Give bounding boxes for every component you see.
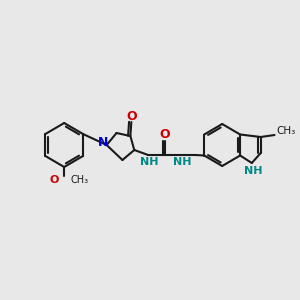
Text: NH: NH <box>244 166 262 176</box>
Text: CH₃: CH₃ <box>70 175 88 185</box>
Text: O: O <box>160 128 170 142</box>
Text: NH: NH <box>140 157 158 167</box>
Text: CH₃: CH₃ <box>277 126 296 136</box>
Text: NH: NH <box>173 157 192 167</box>
Text: N: N <box>98 136 108 149</box>
Text: O: O <box>126 110 137 122</box>
Text: O: O <box>50 175 59 185</box>
